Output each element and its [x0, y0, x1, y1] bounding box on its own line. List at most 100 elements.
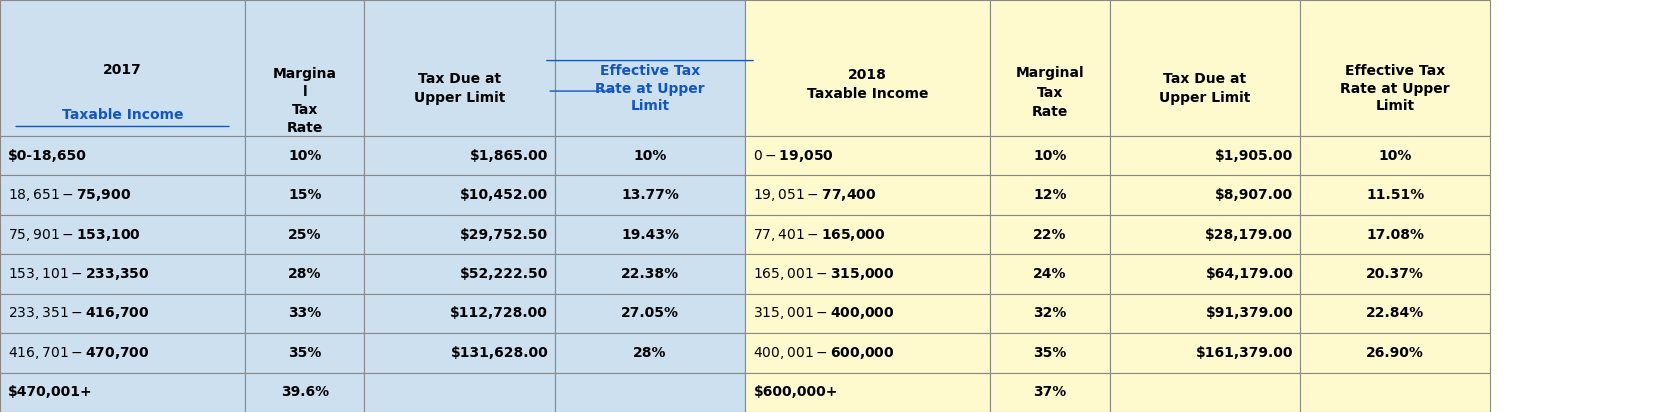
Text: 13.77%: 13.77% [621, 188, 679, 202]
Text: 2018
Taxable Income: 2018 Taxable Income [806, 68, 928, 101]
Bar [245, 372, 364, 412]
Bar [1109, 0, 1299, 136]
Text: $18,651-$75,900: $18,651-$75,900 [8, 187, 131, 203]
Bar [554, 254, 745, 294]
Bar [1109, 215, 1299, 254]
Text: 35%: 35% [288, 346, 321, 360]
Text: 39.6%: 39.6% [280, 385, 329, 399]
Bar [1299, 136, 1490, 176]
Bar [0, 254, 245, 294]
Text: 26.90%: 26.90% [1365, 346, 1423, 360]
Bar [745, 0, 990, 136]
Bar [1109, 176, 1299, 215]
Bar [990, 294, 1109, 333]
Text: 2017: 2017 [103, 63, 142, 77]
Bar [245, 0, 364, 136]
Bar [1109, 372, 1299, 412]
Bar [990, 136, 1109, 176]
Text: 28%: 28% [632, 346, 667, 360]
Text: $600,000+: $600,000+ [753, 385, 837, 399]
Text: Effective Tax
Rate at Upper
Limit: Effective Tax Rate at Upper Limit [1339, 64, 1450, 113]
Text: 15%: 15% [288, 188, 321, 202]
Bar [1299, 294, 1490, 333]
Text: $165,001-$315,000: $165,001-$315,000 [753, 266, 895, 282]
Text: $19,051-$77,400: $19,051-$77,400 [753, 187, 877, 203]
Text: 10%: 10% [1377, 149, 1412, 163]
Bar [1299, 176, 1490, 215]
Text: $29,752.50: $29,752.50 [460, 227, 548, 241]
Bar [1299, 254, 1490, 294]
Bar [990, 372, 1109, 412]
Text: $64,179.00: $64,179.00 [1205, 267, 1293, 281]
Bar [364, 215, 554, 254]
Bar [245, 176, 364, 215]
Text: 22.84%: 22.84% [1365, 307, 1423, 321]
Bar [0, 0, 245, 136]
Bar [1109, 294, 1299, 333]
Text: 28%: 28% [288, 267, 321, 281]
Text: 10%: 10% [288, 149, 321, 163]
Text: $77,401-$165,000: $77,401-$165,000 [753, 227, 885, 243]
Text: Tax Due at
Upper Limit: Tax Due at Upper Limit [414, 72, 505, 105]
Text: $161,379.00: $161,379.00 [1195, 346, 1293, 360]
Bar [745, 372, 990, 412]
Bar [990, 215, 1109, 254]
Bar [364, 372, 554, 412]
Text: Effective Tax
Rate at Upper
Limit: Effective Tax Rate at Upper Limit [594, 64, 705, 113]
Bar [0, 136, 245, 176]
Text: 19.43%: 19.43% [621, 227, 679, 241]
Text: 10%: 10% [1033, 149, 1066, 163]
Text: Tax Due at
Upper Limit: Tax Due at Upper Limit [1158, 72, 1250, 105]
Bar [990, 176, 1109, 215]
Bar [990, 333, 1109, 372]
Text: 22%: 22% [1033, 227, 1066, 241]
Text: 11.51%: 11.51% [1365, 188, 1423, 202]
Bar [0, 176, 245, 215]
Bar [745, 294, 990, 333]
Bar [554, 176, 745, 215]
Text: $315,001-$400,000: $315,001-$400,000 [753, 305, 895, 321]
Text: 33%: 33% [288, 307, 321, 321]
Text: 32%: 32% [1033, 307, 1066, 321]
Bar [1109, 136, 1299, 176]
Bar [554, 333, 745, 372]
Text: $28,179.00: $28,179.00 [1205, 227, 1293, 241]
Bar [745, 136, 990, 176]
Text: $153,101-$233,350: $153,101-$233,350 [8, 266, 151, 282]
Text: $131,628.00: $131,628.00 [450, 346, 548, 360]
Text: $400,001-$600,000: $400,001-$600,000 [753, 345, 895, 361]
Bar [0, 294, 245, 333]
Bar [990, 254, 1109, 294]
Bar [0, 333, 245, 372]
Text: $233,351-$416,700: $233,351-$416,700 [8, 305, 151, 321]
Bar [245, 333, 364, 372]
Text: $112,728.00: $112,728.00 [450, 307, 548, 321]
Text: $10,452.00: $10,452.00 [460, 188, 548, 202]
Text: $470,001+: $470,001+ [8, 385, 93, 399]
Text: $416,701-$470,700: $416,701-$470,700 [8, 345, 151, 361]
Text: 35%: 35% [1033, 346, 1066, 360]
Bar [745, 254, 990, 294]
Bar [1299, 372, 1490, 412]
Bar [245, 254, 364, 294]
Bar [1109, 254, 1299, 294]
Bar [1109, 333, 1299, 372]
Bar [245, 136, 364, 176]
Text: 10%: 10% [632, 149, 667, 163]
Text: $1,865.00: $1,865.00 [470, 149, 548, 163]
Bar [554, 294, 745, 333]
Bar [245, 215, 364, 254]
Text: $1,905.00: $1,905.00 [1215, 149, 1293, 163]
Bar [1299, 333, 1490, 372]
Bar [1299, 0, 1490, 136]
Bar [245, 294, 364, 333]
Bar [990, 0, 1109, 136]
Text: $91,379.00: $91,379.00 [1205, 307, 1293, 321]
Bar [364, 176, 554, 215]
Bar [745, 215, 990, 254]
Text: $0-18,650: $0-18,650 [8, 149, 88, 163]
Text: $0-$19,050: $0-$19,050 [753, 147, 834, 164]
Bar [364, 136, 554, 176]
Text: 27.05%: 27.05% [621, 307, 679, 321]
Text: Margina
l
Tax
Rate: Margina l Tax Rate [273, 67, 336, 135]
